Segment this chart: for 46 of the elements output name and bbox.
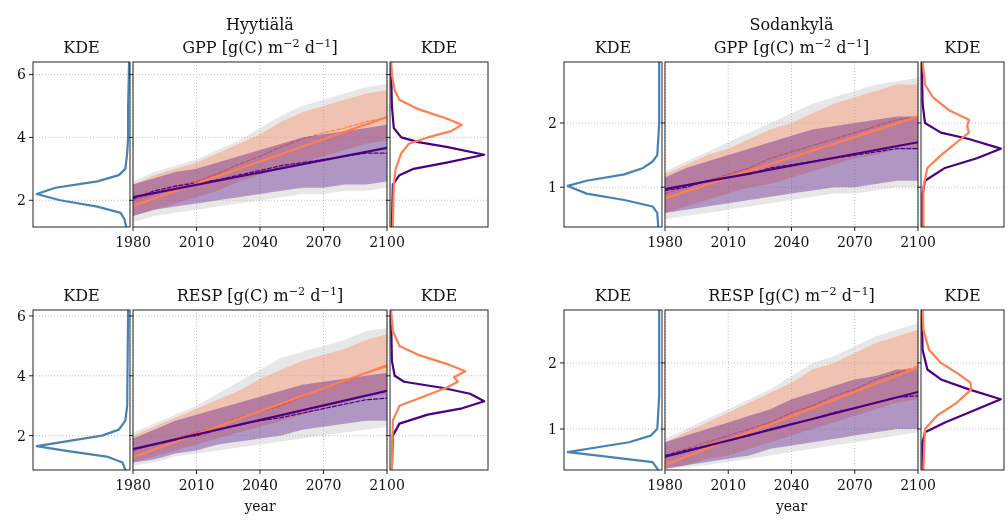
x-tick-label: 1980: [647, 234, 683, 250]
x-axis-title: year: [243, 498, 276, 514]
x-tick-label: 2010: [710, 234, 747, 250]
x-tick-label: 2100: [900, 234, 936, 250]
x-tick-label: 2070: [305, 234, 342, 250]
y-tick-label: 1: [548, 420, 557, 437]
chart-title: RESP [g(C) m$^{−2}$ d$^{−1}$]: [176, 284, 344, 305]
x-tick-label: 2070: [836, 234, 873, 250]
y-tick-label: 4: [17, 129, 27, 146]
chart-title: RESP [g(C) m$^{−2}$ d$^{−1}$]: [708, 284, 875, 305]
y-tick-label: 1: [548, 179, 557, 196]
chart-title: Sodankylä: [749, 15, 834, 34]
chart-title: KDE: [63, 38, 100, 57]
x-axis-title: year: [774, 498, 808, 514]
x-tick-label: 1980: [115, 477, 151, 493]
chart-title: KDE: [420, 38, 458, 57]
chart-title: KDE: [594, 38, 632, 57]
x-tick-label: 2100: [900, 477, 936, 493]
y-tick-label: 2: [17, 192, 26, 209]
chart-title: Hyytiälä: [226, 15, 295, 34]
y-tick-label: 6: [17, 66, 27, 83]
y-tick-label: 2: [548, 114, 557, 131]
x-tick-label: 2010: [178, 477, 215, 493]
x-tick-label: 1980: [647, 477, 683, 493]
chart-subtitle: GPP [g(C) m$^{−2}$ d$^{−1}$]: [182, 36, 338, 57]
chart-title: KDE: [420, 286, 458, 305]
chart-subtitle: GPP [g(C) m$^{−2}$ d$^{−1}$]: [713, 36, 870, 57]
x-tick-label: 2040: [773, 477, 810, 493]
y-tick-label: 4: [17, 367, 27, 384]
x-tick-label: 2100: [369, 477, 405, 493]
chart-title: KDE: [63, 286, 100, 305]
x-tick-label: 1980: [115, 234, 151, 250]
chart-title: KDE: [594, 286, 632, 305]
x-tick-label: 2040: [242, 234, 278, 250]
y-tick-label: 2: [17, 427, 26, 444]
y-tick-label: 6: [17, 307, 27, 324]
x-tick-label: 2100: [369, 234, 405, 250]
chart-title: KDE: [944, 38, 981, 57]
chart-title: KDE: [944, 286, 981, 305]
x-tick-label: 2070: [305, 477, 342, 493]
x-tick-label: 2010: [178, 234, 215, 250]
x-tick-label: 2070: [836, 477, 873, 493]
x-tick-label: 2010: [710, 477, 747, 493]
x-tick-label: 2040: [242, 477, 278, 493]
x-tick-label: 2040: [773, 234, 810, 250]
y-tick-label: 2: [548, 354, 557, 371]
